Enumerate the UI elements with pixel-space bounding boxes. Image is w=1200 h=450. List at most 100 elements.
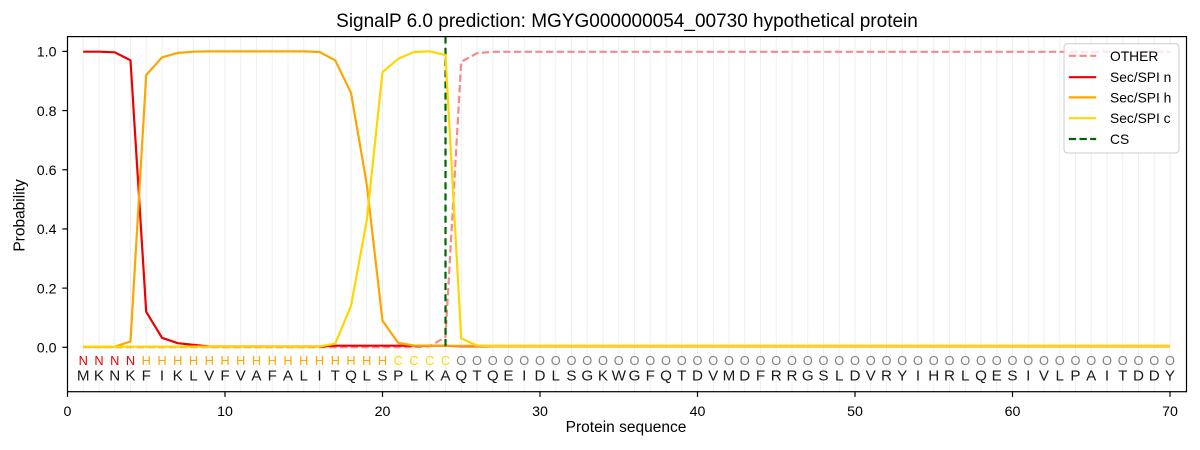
svg-text:O: O [598,353,608,368]
svg-text:O: O [834,353,844,368]
svg-text:R: R [787,367,798,384]
svg-text:L: L [300,367,308,384]
svg-text:T: T [1118,367,1127,384]
svg-text:A: A [440,367,451,384]
svg-text:Probability: Probability [11,179,28,252]
svg-text:0.4: 0.4 [37,222,57,238]
svg-text:K: K [425,367,435,384]
svg-text:CS: CS [1110,132,1129,147]
svg-text:O: O [1008,353,1018,368]
svg-text:P: P [1070,367,1080,384]
svg-text:V: V [708,367,719,384]
svg-text:H: H [189,353,198,368]
svg-text:O: O [976,353,986,368]
svg-text:H: H [378,353,387,368]
svg-text:R: R [881,367,892,384]
svg-text:A: A [283,367,294,384]
svg-text:O: O [819,353,829,368]
svg-text:D: D [1133,367,1144,384]
svg-text:T: T [677,367,686,384]
svg-text:Y: Y [1165,367,1175,384]
svg-text:O: O [456,353,466,368]
svg-text:H: H [315,353,324,368]
svg-text:O: O [1086,353,1096,368]
svg-text:O: O [630,353,640,368]
svg-text:O: O [582,353,592,368]
svg-text:0.8: 0.8 [37,104,57,120]
svg-text:O: O [850,353,860,368]
svg-text:H: H [268,353,277,368]
svg-text:O: O [1118,353,1128,368]
svg-text:0: 0 [64,404,72,420]
svg-text:G: G [581,367,593,384]
svg-text:Q: Q [455,367,467,384]
svg-text:O: O [1165,353,1175,368]
svg-text:H: H [157,353,166,368]
svg-text:F: F [220,367,229,384]
svg-text:D: D [850,367,861,384]
svg-text:G: G [629,367,641,384]
svg-text:O: O [504,353,514,368]
svg-text:H: H [142,353,151,368]
svg-text:O: O [693,353,703,368]
svg-text:O: O [535,353,545,368]
svg-text:30: 30 [532,404,548,420]
svg-text:M: M [77,367,90,384]
svg-text:V: V [866,367,877,384]
svg-text:V: V [1039,367,1050,384]
svg-text:S: S [377,367,387,384]
svg-text:K: K [94,367,104,384]
svg-text:O: O [519,353,529,368]
svg-text:L: L [410,367,418,384]
svg-text:Protein sequence: Protein sequence [566,419,687,436]
svg-text:L: L [189,367,197,384]
svg-text:0.0: 0.0 [37,341,57,357]
svg-text:Q: Q [975,367,987,384]
svg-text:R: R [771,367,782,384]
svg-text:M: M [723,367,736,384]
svg-text:H: H [331,353,340,368]
svg-text:H: H [283,353,292,368]
svg-text:R: R [944,367,955,384]
svg-text:H: H [252,353,261,368]
svg-text:E: E [503,367,513,384]
svg-text:H: H [299,353,308,368]
svg-text:I: I [317,367,321,384]
svg-text:C: C [425,353,434,368]
svg-text:N: N [94,353,103,368]
svg-text:O: O [771,353,781,368]
svg-text:O: O [803,353,813,368]
svg-text:0.2: 0.2 [37,281,57,297]
svg-text:N: N [79,353,88,368]
svg-text:O: O [1023,353,1033,368]
svg-text:G: G [802,367,814,384]
svg-text:E: E [992,367,1002,384]
svg-text:T: T [472,367,481,384]
svg-text:20: 20 [375,404,391,420]
svg-text:O: O [551,353,561,368]
svg-text:O: O [1055,353,1065,368]
svg-text:70: 70 [1162,404,1178,420]
svg-text:N: N [109,367,120,384]
svg-text:10: 10 [217,404,233,420]
svg-text:O: O [897,353,907,368]
svg-text:S: S [1007,367,1017,384]
svg-text:L: L [1056,367,1064,384]
svg-text:I: I [1105,367,1109,384]
svg-text:O: O [472,353,482,368]
svg-text:F: F [756,367,765,384]
svg-text:O: O [645,353,655,368]
svg-text:1.0: 1.0 [37,45,57,61]
svg-text:W: W [612,367,627,384]
svg-text:O: O [708,353,718,368]
svg-text:K: K [125,367,135,384]
svg-text:P: P [393,367,403,384]
svg-text:H: H [346,353,355,368]
svg-text:I: I [916,367,920,384]
svg-text:40: 40 [690,404,706,420]
svg-text:H: H [362,353,371,368]
svg-text:A: A [1086,367,1097,384]
svg-text:O: O [614,353,624,368]
svg-text:C: C [409,353,418,368]
svg-text:S: S [818,367,828,384]
